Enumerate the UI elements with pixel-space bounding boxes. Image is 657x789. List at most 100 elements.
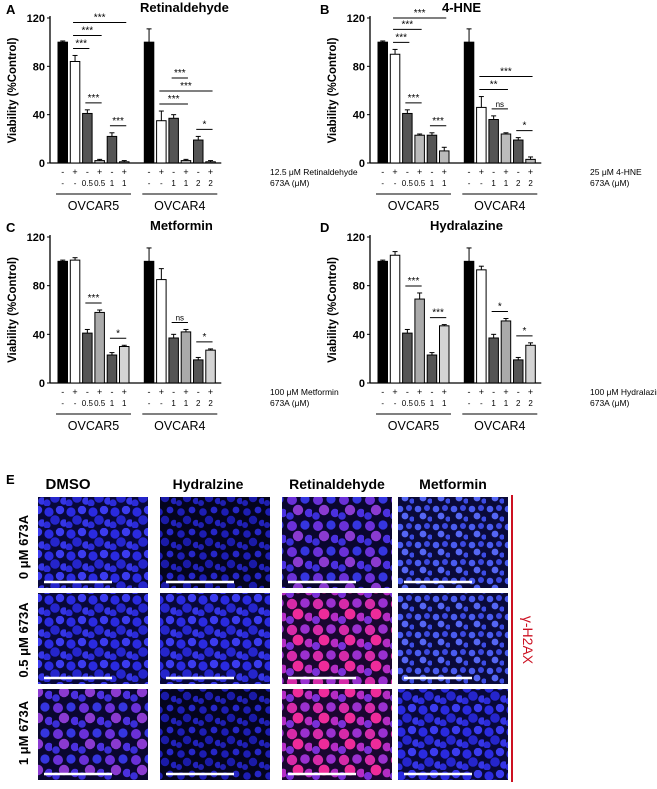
dose-marker: - bbox=[74, 399, 77, 408]
sig-label: *** bbox=[112, 116, 124, 127]
treat-marker: - bbox=[148, 167, 151, 177]
treat-marker: + bbox=[479, 387, 484, 397]
bar bbox=[193, 139, 204, 164]
bar bbox=[168, 337, 179, 384]
dose-marker: 0.5 bbox=[414, 179, 426, 188]
dose-marker: 0.5 bbox=[414, 399, 426, 408]
bar bbox=[525, 344, 536, 384]
bar bbox=[389, 254, 401, 384]
dose-marker: - bbox=[148, 399, 151, 408]
dose-row-label: 673A (μM) bbox=[590, 398, 630, 408]
sig-label: *** bbox=[432, 308, 444, 319]
micro-img-dmso-0 bbox=[38, 497, 148, 588]
treat-marker: - bbox=[86, 167, 89, 177]
sig-label: *** bbox=[432, 116, 444, 127]
bar bbox=[119, 161, 130, 164]
dose-marker: 1 bbox=[171, 179, 176, 188]
bar bbox=[426, 134, 438, 164]
bar bbox=[476, 269, 487, 384]
micro-row-0: 0 μM 673A bbox=[16, 514, 31, 579]
micro-img-metformin-05 bbox=[398, 593, 508, 684]
dose-marker: - bbox=[74, 179, 77, 188]
treat-marker: - bbox=[86, 387, 89, 397]
bar bbox=[156, 279, 167, 384]
dose-marker: - bbox=[480, 399, 483, 408]
sig-label: *** bbox=[402, 19, 414, 30]
treat-marker: + bbox=[392, 387, 397, 397]
dose-marker: 1 bbox=[442, 399, 447, 408]
sig-label: *** bbox=[75, 38, 87, 49]
sig-label: *** bbox=[408, 276, 420, 287]
treat-marker: - bbox=[172, 167, 175, 177]
dose-marker: 1 bbox=[430, 179, 435, 188]
dose-marker: 2 bbox=[208, 399, 213, 408]
sig-label: *** bbox=[168, 94, 180, 105]
bar bbox=[488, 119, 499, 164]
dose-marker: 2 bbox=[208, 179, 213, 188]
treat-marker: + bbox=[208, 167, 213, 177]
dose-marker: 0.5 bbox=[82, 399, 94, 408]
bar bbox=[205, 161, 216, 164]
micro-img-metformin-0 bbox=[398, 497, 508, 588]
y-tick-label: 120 bbox=[347, 232, 365, 244]
sig-label: * bbox=[522, 121, 526, 132]
dose-marker: 1 bbox=[110, 399, 115, 408]
panel-label-e: E bbox=[6, 472, 15, 487]
bar bbox=[94, 160, 105, 164]
y-tick-label: 0 bbox=[39, 378, 45, 390]
treat-marker: + bbox=[183, 387, 188, 397]
bar bbox=[82, 332, 93, 384]
bar bbox=[500, 320, 512, 384]
bar bbox=[426, 354, 438, 384]
y-tick-label: 120 bbox=[27, 232, 45, 244]
chart-title: Retinaldehyde bbox=[140, 0, 229, 15]
y-tick-label: 80 bbox=[33, 61, 45, 73]
dose-marker: 0.5 bbox=[402, 179, 414, 188]
bar bbox=[119, 346, 130, 384]
bar bbox=[439, 150, 450, 164]
treat-marker: - bbox=[61, 167, 64, 177]
chart-layer: A Retinaldehyde Viability (%Control) 0 40 80 1… bbox=[6, 0, 657, 433]
chart-panel-a: A Retinaldehyde Viability (%Control) 0 40 80 1… bbox=[6, 0, 358, 213]
bar bbox=[106, 135, 118, 164]
chart-title: 4-HNE bbox=[442, 0, 481, 15]
bar bbox=[106, 354, 118, 384]
dose-marker: - bbox=[148, 179, 151, 188]
y-axis-label: Viability (%Control) bbox=[327, 37, 339, 143]
dose-marker: - bbox=[381, 179, 384, 188]
group-label: OVCAR5 bbox=[68, 199, 119, 213]
treat-marker: - bbox=[61, 387, 64, 397]
treat-marker: - bbox=[468, 387, 471, 397]
treat-marker: + bbox=[503, 387, 508, 397]
dose-marker: 1 bbox=[171, 399, 176, 408]
dose-marker: - bbox=[468, 179, 471, 188]
micro-row-1: 1 μM 673A bbox=[16, 700, 31, 765]
dose-marker: 2 bbox=[196, 399, 201, 408]
sig-label: *** bbox=[395, 32, 407, 43]
dose-marker: 2 bbox=[516, 399, 521, 408]
group-label: OVCAR4 bbox=[154, 419, 205, 433]
bar bbox=[143, 260, 155, 384]
sig-label: *** bbox=[174, 68, 186, 79]
sig-label: *** bbox=[414, 8, 426, 19]
dose-marker: 0.5 bbox=[94, 179, 106, 188]
sig-label: *** bbox=[88, 293, 100, 304]
panel-label-d: D bbox=[320, 220, 329, 235]
bar bbox=[500, 133, 512, 164]
treat-marker: + bbox=[159, 387, 164, 397]
treat-marker: - bbox=[172, 387, 175, 397]
treat-marker: - bbox=[381, 167, 384, 177]
micro-col-hydralzine: Hydralzine bbox=[173, 476, 244, 492]
dose-marker: - bbox=[394, 179, 397, 188]
micro-img-dmso-05 bbox=[38, 593, 148, 684]
sig-label: ns bbox=[176, 313, 184, 322]
dose-row-label: 673A (μM) bbox=[270, 398, 310, 408]
treat-marker: - bbox=[110, 387, 113, 397]
dose-marker: - bbox=[394, 399, 397, 408]
treat-marker: + bbox=[442, 387, 447, 397]
treat-marker: + bbox=[72, 387, 77, 397]
